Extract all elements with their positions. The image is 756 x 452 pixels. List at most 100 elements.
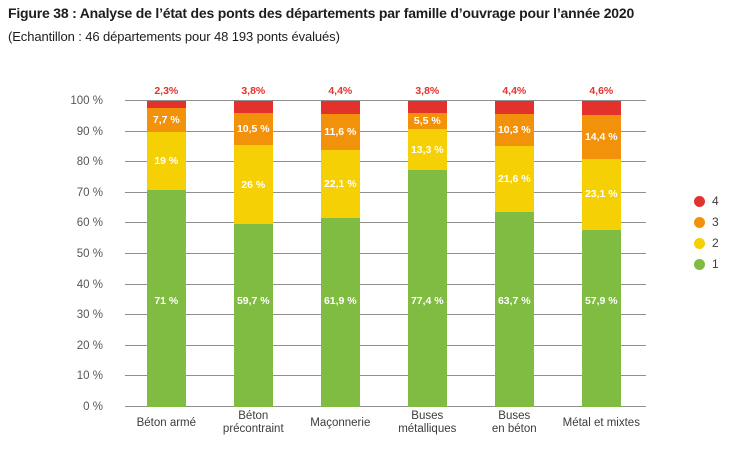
y-axis-tick-label: 50 % xyxy=(76,248,103,260)
bar-segment-level-1 xyxy=(494,212,534,407)
bar-value-label: 22,1 % xyxy=(323,177,357,190)
x-axis-category-label: Métal et mixtes xyxy=(562,416,640,429)
bar-segment-level-1 xyxy=(320,217,360,407)
bar-stack: 26 % 10,5 % xyxy=(233,101,273,407)
bar-value-label: 21,6 % xyxy=(497,173,531,186)
bar-value-label: 71 % xyxy=(154,295,179,307)
y-axis-tick-label: 100 % xyxy=(70,95,103,107)
bar-value-label: 13,3 % xyxy=(410,143,444,156)
figure-subtitle: (Echantillon : 46 départements pour 48 1… xyxy=(8,29,340,44)
bar-3: 22,1 % 11,6 % 61,9 % 4,4% xyxy=(320,85,360,407)
bar-value-label-above: 4,4% xyxy=(328,85,353,97)
bar-segment-level-4 xyxy=(581,101,621,116)
bar-value-label: 59,7 % xyxy=(236,295,270,307)
x-axis: Béton armé Béton précontraint Maçonnerie Bu… xyxy=(125,409,646,443)
gridline xyxy=(125,222,646,224)
bar-value-label-above: 3,8% xyxy=(415,85,440,97)
bar-segment-level-2: 21,6 % xyxy=(494,145,534,213)
bar-segment-level-3: 10,5 % xyxy=(233,112,273,145)
y-axis-tick-label: 10 % xyxy=(76,370,103,383)
x-axis-category-label: Béton précontraint xyxy=(222,410,284,435)
gridline xyxy=(125,191,646,193)
bar-segment-level-4 xyxy=(407,101,447,113)
bar-segment-level-3: 14,4 % xyxy=(581,115,621,160)
bar-segment-level-3: 5,5 % xyxy=(407,112,447,130)
plot-area: 19 % 7,7 % 71 % 2,3% 26 % 10,5 % 59,7 % 3,8% 22,… xyxy=(125,85,646,407)
bar-value-label-above: 3,8% xyxy=(241,85,266,97)
bar-4: 13,3 % 5,5 % 77,4 % 3,8% xyxy=(407,85,447,407)
bar-value-label: 5,5 % xyxy=(413,115,441,128)
bar-value-label: 23,1 % xyxy=(584,188,618,201)
bar-segment-level-4 xyxy=(320,101,360,115)
bar-segment-level-1 xyxy=(407,170,447,407)
bar-segment-level-2: 13,3 % xyxy=(407,129,447,171)
y-axis-tick-label: 30 % xyxy=(76,309,103,322)
legend-item: 3 xyxy=(694,215,719,229)
legend-item-label: 4 xyxy=(712,194,719,208)
gridline xyxy=(125,375,646,377)
gridline xyxy=(125,283,646,285)
bar-segment-level-2: 19 % xyxy=(146,131,186,190)
legend-item-label: 1 xyxy=(712,257,719,271)
bar-value-label: 7,7 % xyxy=(152,113,180,126)
bar-6: 23,1 % 14,4 % 57,9 % 4,6% xyxy=(581,85,621,407)
y-axis-tick-label: 20 % xyxy=(76,339,103,352)
legend: 4 3 2 1 xyxy=(694,194,719,271)
x-axis-category-label: Buses en béton xyxy=(491,410,537,435)
bar-value-label-above: 4,4% xyxy=(502,85,527,97)
bar-segment-level-3: 10,3 % xyxy=(494,114,534,146)
bar-segment-level-4 xyxy=(146,101,186,109)
bar-segment-level-3: 11,6 % xyxy=(320,114,360,150)
legend-item: 2 xyxy=(694,236,719,250)
bar-2: 26 % 10,5 % 59,7 % 3,8% xyxy=(233,85,273,407)
legend-color-dot xyxy=(694,237,705,249)
y-axis-tick-label: 60 % xyxy=(76,217,103,230)
gridline xyxy=(125,253,646,254)
bar-stack: 23,1 % 14,4 % xyxy=(581,101,621,407)
bar-value-label: 61,9 % xyxy=(323,295,357,307)
bar-value-label: 77,4 % xyxy=(410,295,444,307)
legend-color-dot xyxy=(694,216,705,228)
bar-segment-level-4 xyxy=(494,101,534,115)
bar-segment-level-1 xyxy=(581,229,621,407)
bar-value-label: 10,3 % xyxy=(497,124,531,137)
gridline xyxy=(125,406,646,407)
bar-segment-level-4 xyxy=(233,101,273,113)
bar-segment-level-2: 26 % xyxy=(233,144,273,225)
bar-value-label: 19 % xyxy=(154,154,179,167)
y-axis: 0 % 10 % 20 % 30 % 40 % 50 % 60 % 70 % 80 % 90 % 1… xyxy=(36,95,103,413)
y-axis-tick-label: 80 % xyxy=(76,156,103,169)
y-axis-tick-label: 70 % xyxy=(76,186,103,199)
figure-header: Figure 38 : Analyse de l’état des ponts … xyxy=(8,5,753,44)
bar-segment-level-3: 7,7 % xyxy=(146,108,186,132)
bar-value-label: 57,9 % xyxy=(584,295,618,307)
bar-segment-level-2: 22,1 % xyxy=(320,149,360,218)
bar-5: 21,6 % 10,3 % 63,7 % 4,4% xyxy=(494,85,534,407)
legend-item-label: 2 xyxy=(712,236,719,250)
bar-value-label: 11,6 % xyxy=(324,126,357,139)
bar-segment-level-2: 23,1 % xyxy=(581,159,621,230)
gridline xyxy=(125,344,646,346)
x-axis-category-label: Maçonnerie xyxy=(310,416,371,429)
bar-stack: 13,3 % 5,5 % xyxy=(407,101,447,407)
legend-item: 1 xyxy=(694,257,719,271)
bar-value-label: 14,4 % xyxy=(584,131,618,144)
bar-value-label: 10,5 % xyxy=(236,122,270,135)
bar-value-label: 63,7 % xyxy=(497,295,531,307)
bar-stack: 19 % 7,7 % xyxy=(146,101,186,407)
gridline xyxy=(125,161,646,163)
bar-stack: 21,6 % 10,3 % xyxy=(494,101,534,407)
y-axis-tick-label: 0 % xyxy=(83,401,103,413)
x-axis-category-label: Buses métalliques xyxy=(398,410,457,435)
y-axis-tick-label: 90 % xyxy=(76,125,103,138)
bar-stack: 22,1 % 11,6 % xyxy=(320,101,360,407)
x-axis-category-label: Béton armé xyxy=(136,416,197,429)
bar-1: 19 % 7,7 % 71 % 2,3% xyxy=(146,85,186,407)
bar-value-label-above: 4,6% xyxy=(589,85,614,97)
gridline xyxy=(125,314,646,316)
bar-segment-level-1 xyxy=(233,224,273,407)
legend-color-dot xyxy=(694,195,705,207)
gridline xyxy=(125,100,646,101)
